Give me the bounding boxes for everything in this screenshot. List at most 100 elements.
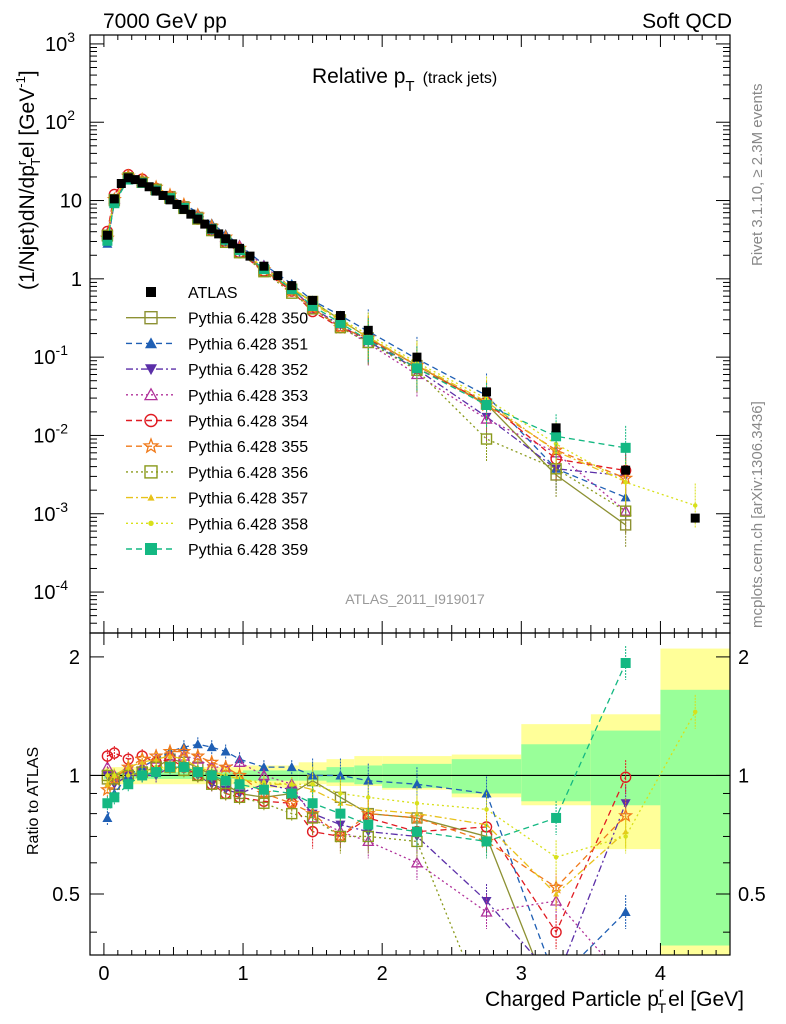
ratio-point bbox=[621, 976, 631, 985]
ratio-point bbox=[139, 759, 146, 765]
ratio-point bbox=[284, 795, 300, 810]
ratio-point bbox=[360, 805, 376, 821]
atlas-point bbox=[621, 465, 631, 475]
ratio-point bbox=[619, 771, 632, 783]
atlas-point bbox=[273, 271, 283, 281]
ratio-axis-label: Ratio to ATLAS bbox=[25, 747, 42, 855]
main-point bbox=[335, 318, 346, 329]
chart-title: Relative pT (track jets) bbox=[312, 65, 497, 95]
main-point bbox=[551, 431, 562, 442]
main-point bbox=[411, 363, 422, 374]
ratio-point bbox=[233, 791, 246, 804]
ratio-series-group bbox=[99, 645, 698, 986]
main-series-0 bbox=[101, 172, 632, 547]
ratio-point bbox=[258, 784, 269, 795]
legend-marker bbox=[145, 337, 157, 349]
ratio-point bbox=[551, 977, 561, 986]
atlas-point bbox=[109, 194, 119, 204]
atlas-point bbox=[690, 513, 700, 523]
legend-marker bbox=[145, 364, 157, 376]
ratio-point bbox=[151, 767, 162, 778]
ratio-point bbox=[338, 791, 343, 796]
legend-item-9: Pythia 6.428 359 bbox=[126, 542, 308, 559]
ratio-point bbox=[99, 781, 115, 797]
ratio-point bbox=[219, 787, 232, 800]
ratio-point bbox=[307, 798, 318, 809]
atlas-point bbox=[193, 214, 203, 224]
atlas-point bbox=[551, 423, 561, 433]
legend-label: Pythia 6.428 350 bbox=[188, 311, 308, 328]
ratio-point bbox=[180, 756, 187, 762]
atlas-point bbox=[200, 219, 210, 229]
ratio-point bbox=[109, 792, 120, 803]
legend: ATLAS Pythia 6.428 350 Pythia 6.428 351 Pyt… bbox=[126, 285, 308, 559]
ratio-point bbox=[483, 821, 490, 828]
main-point bbox=[692, 503, 698, 508]
legend-label: ATLAS bbox=[188, 285, 238, 302]
band-inner-10 bbox=[660, 689, 730, 946]
x-tick-label: 4 bbox=[655, 963, 666, 985]
atlas-point bbox=[158, 190, 168, 200]
ratio-line-7 bbox=[106, 755, 627, 895]
ratio-point bbox=[123, 779, 134, 790]
legend-label: Pythia 6.428 353 bbox=[188, 388, 308, 405]
y-tick-label: 1 bbox=[71, 269, 82, 291]
y-tick-label: 103 bbox=[45, 29, 75, 56]
ratio-point bbox=[550, 926, 562, 938]
atlas-point bbox=[116, 179, 126, 189]
ratio-point bbox=[551, 976, 561, 985]
main-point bbox=[620, 442, 631, 453]
main-plot-frame bbox=[89, 34, 731, 634]
legend-marker bbox=[143, 387, 159, 401]
x-tick-label: 2 bbox=[377, 963, 388, 985]
x-tick-label: 0 bbox=[98, 963, 109, 985]
ratio-tick-label-left: 2 bbox=[69, 647, 80, 669]
legend-label: Pythia 6.428 352 bbox=[188, 362, 308, 379]
main-line-4 bbox=[106, 173, 626, 472]
ratio-point bbox=[206, 770, 217, 781]
legend-item-2: Pythia 6.428 352 bbox=[126, 362, 308, 379]
ratio-tick-label-right: 1 bbox=[738, 765, 749, 787]
ratio-line-5 bbox=[106, 750, 627, 889]
y-tick-label: 10-2 bbox=[33, 420, 68, 447]
ratio-point bbox=[334, 830, 347, 843]
main-line-0 bbox=[106, 177, 627, 526]
ratio-point bbox=[178, 762, 189, 773]
band-inner-8 bbox=[521, 744, 591, 802]
legend-item-atlas: ATLAS bbox=[146, 285, 238, 302]
ratio-point bbox=[258, 797, 270, 809]
legend-item-3: Pythia 6.428 353 bbox=[126, 387, 308, 405]
atlas-point bbox=[214, 229, 224, 239]
ratio-tick-label-left: 1 bbox=[69, 765, 80, 787]
ratio-point bbox=[484, 807, 489, 812]
x-tick-label: 3 bbox=[516, 963, 527, 985]
atlas-point bbox=[412, 352, 422, 362]
main-point bbox=[619, 505, 632, 517]
ratio-point bbox=[481, 836, 492, 847]
ratio-point bbox=[220, 746, 231, 756]
legend-item-1: Pythia 6.428 351 bbox=[126, 336, 308, 353]
legend-item-6: Pythia 6.428 356 bbox=[126, 465, 308, 482]
ratio-point bbox=[335, 770, 346, 780]
y-tick-label: 10-1 bbox=[33, 342, 68, 369]
ratio-point bbox=[190, 748, 206, 763]
ratio-point bbox=[261, 780, 267, 785]
ratio-point bbox=[286, 807, 298, 820]
ratio-tick-label-left: 0.5 bbox=[52, 884, 80, 906]
atlas-point bbox=[165, 195, 175, 205]
atlas-point bbox=[186, 209, 196, 219]
main-point bbox=[363, 335, 374, 346]
ratio-point bbox=[126, 773, 131, 778]
ratio-point bbox=[206, 742, 217, 752]
ratio-point bbox=[411, 826, 422, 837]
x-tick-label: 1 bbox=[237, 963, 248, 985]
ratio-point bbox=[102, 798, 113, 809]
x-axis-label: Charged Particle pr Tel [GeV] bbox=[485, 984, 744, 1016]
ratio-point bbox=[167, 753, 173, 759]
atlas-point bbox=[363, 325, 373, 335]
atlas-data-group bbox=[102, 173, 700, 523]
ratio-point bbox=[551, 812, 562, 823]
ratio-line-9 bbox=[106, 662, 627, 843]
atlas-point bbox=[179, 204, 189, 214]
